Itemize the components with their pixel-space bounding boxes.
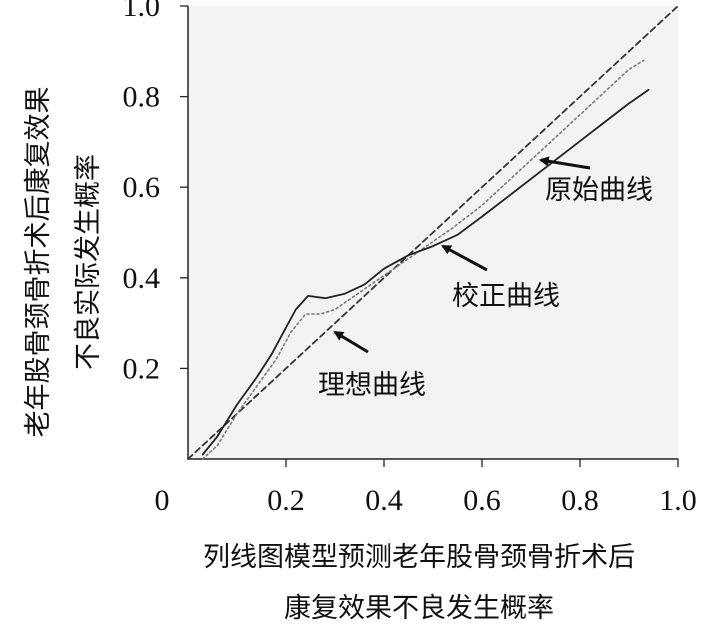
annotation-arrow	[333, 330, 369, 354]
x-tick-label: 0.4	[365, 484, 403, 517]
annotation-label: 校正曲线	[452, 281, 560, 312]
y-axis-title-line: 老年股骨颈骨折术后康复效果	[23, 87, 54, 438]
x-tick-label: 0	[155, 484, 170, 517]
axis-title-layer: 列线图模型预测老年股骨颈骨折术后康复效果不良发生概率 老年股骨颈骨折术后康复效果不…	[23, 87, 635, 625]
x-axis-title-line: 康复效果不良发生概率	[284, 593, 554, 624]
y-tick-label: 0.8	[123, 81, 161, 114]
y-tick-label: 0.6	[123, 171, 161, 204]
annotation-label: 理想曲线	[318, 370, 426, 401]
x-tick-label: 0.6	[463, 484, 501, 517]
tick-layer: 0 0.2 0.4 0.6 0.8 1.0 0.2 0.4 0.6 0.8 1.0	[123, 0, 697, 517]
annotation-arrow	[441, 244, 488, 272]
y-tick-label: 1.0	[123, 0, 161, 23]
series-line-dashed	[187, 5, 679, 460]
series-line-solid	[201, 88, 650, 456]
y-axis-title-line: 不良实际发生概率	[73, 154, 104, 370]
annotation-arrow	[538, 156, 591, 170]
x-tick-label: 1.0	[659, 484, 697, 517]
x-axis-title-line: 列线图模型预测老年股骨颈骨折术后	[203, 542, 635, 573]
annotation-label: 原始曲线	[545, 175, 653, 206]
series-line-dotted	[201, 59, 645, 460]
y-tick-label: 0.4	[123, 262, 161, 295]
y-tick-label: 0.2	[123, 352, 161, 385]
x-tick-label: 0.8	[561, 484, 599, 517]
series-layer	[187, 5, 679, 460]
x-tick-label: 0.2	[267, 484, 305, 517]
